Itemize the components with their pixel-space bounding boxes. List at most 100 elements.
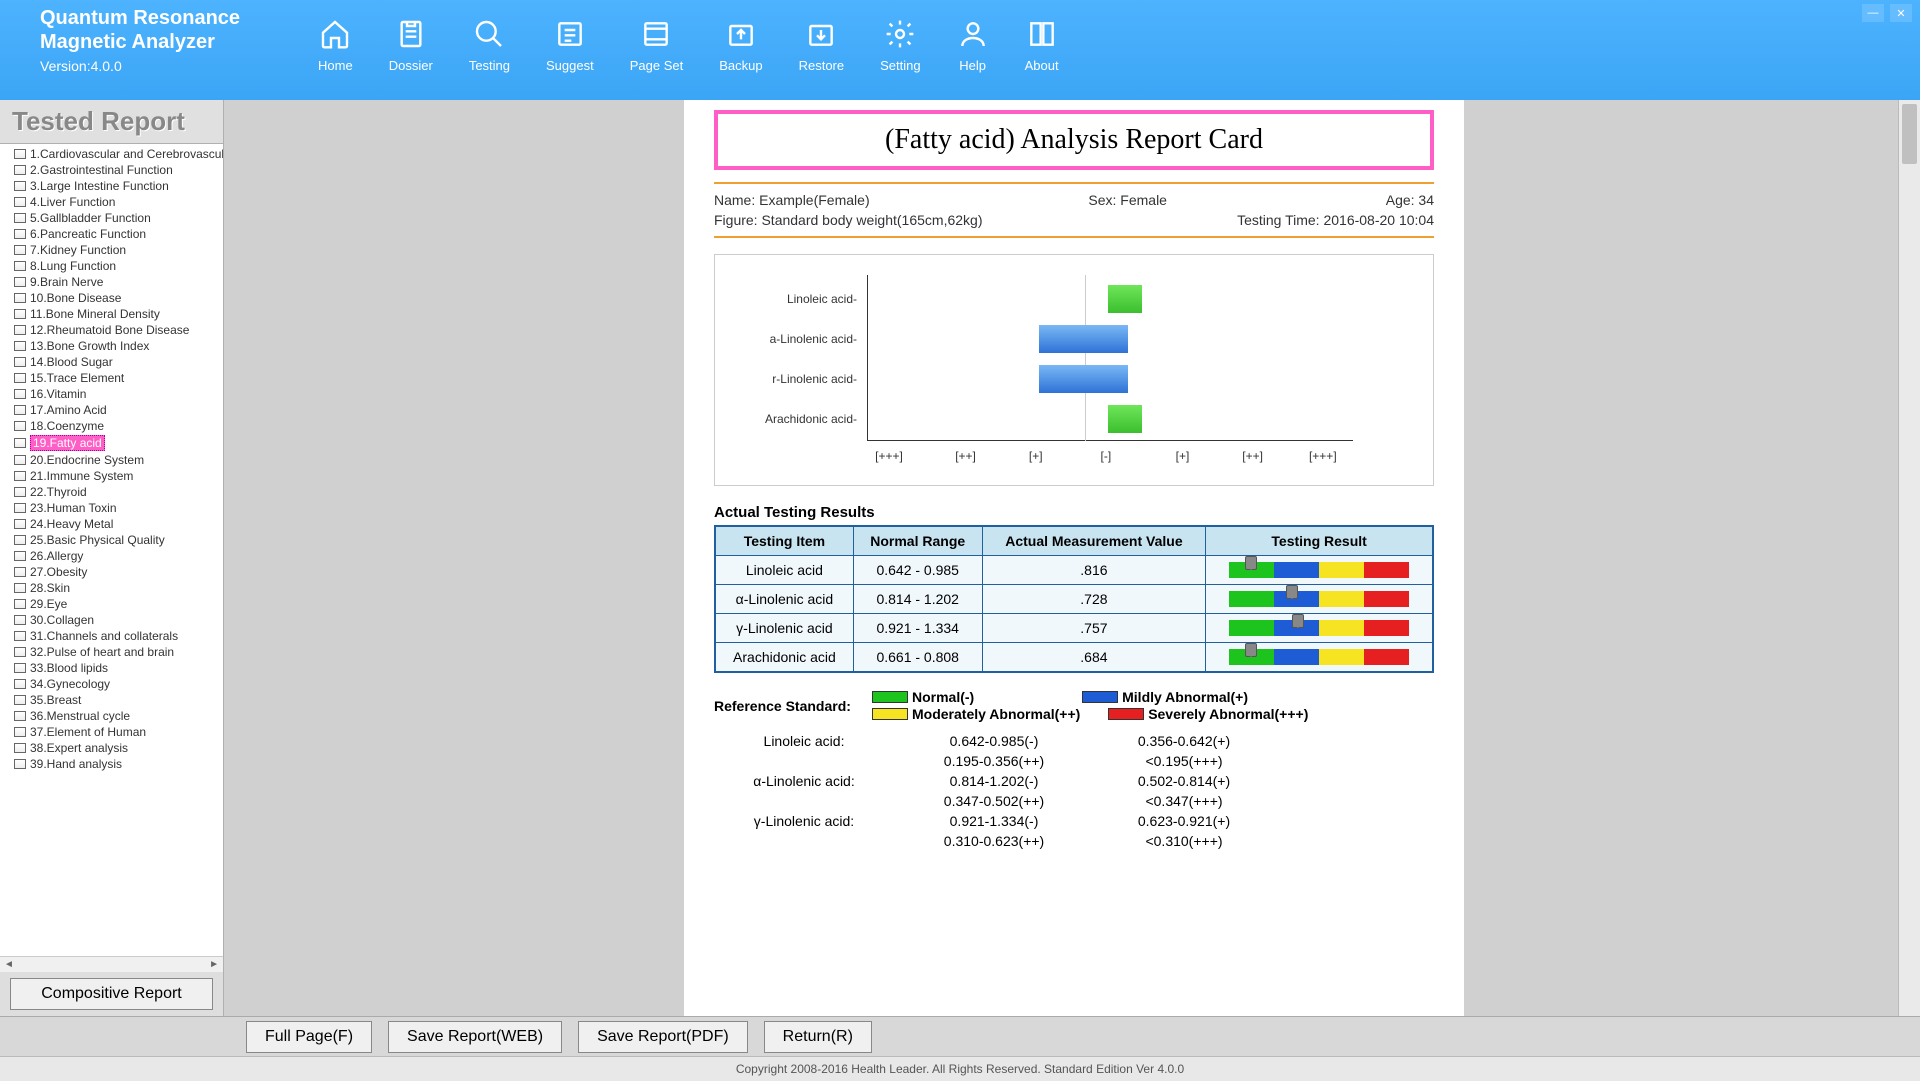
tree-item[interactable]: 35.Breast — [0, 692, 223, 708]
doc-icon — [14, 165, 26, 175]
save-web-button[interactable]: Save Report(WEB) — [388, 1021, 562, 1053]
doc-icon — [14, 309, 26, 319]
tree-item[interactable]: 21.Immune System — [0, 468, 223, 484]
doc-icon — [14, 213, 26, 223]
doc-icon — [14, 197, 26, 207]
pageset-button[interactable]: Page Set — [612, 12, 702, 79]
suggest-button[interactable]: Suggest — [528, 12, 612, 79]
doc-icon — [14, 599, 26, 609]
doc-icon — [14, 519, 26, 529]
about-button[interactable]: About — [1007, 12, 1077, 79]
app-version: Version:4.0.0 — [40, 58, 240, 74]
tree-item[interactable]: 30.Collagen — [0, 612, 223, 628]
save-pdf-button[interactable]: Save Report(PDF) — [578, 1021, 748, 1053]
doc-icon — [14, 711, 26, 721]
minimize-button[interactable]: — — [1862, 4, 1884, 22]
tree-item[interactable]: 7.Kidney Function — [0, 242, 223, 258]
patient-info: Name: Example(Female) Sex: Female Age: 3… — [714, 182, 1434, 238]
doc-icon — [14, 277, 26, 287]
patient-sex: Sex: Female — [1088, 192, 1167, 208]
return-button[interactable]: Return(R) — [764, 1021, 872, 1053]
bar-label: Arachidonic acid- — [755, 412, 863, 426]
tree-item[interactable]: 17.Amino Acid — [0, 402, 223, 418]
tree-item[interactable]: 22.Thyroid — [0, 484, 223, 500]
status-bar: Copyright 2008-2016 Health Leader. All R… — [0, 1056, 1920, 1080]
tree-item[interactable]: 1.Cardiovascular and Cerebrovascular — [0, 146, 223, 162]
tree-item[interactable]: 14.Blood Sugar — [0, 354, 223, 370]
restore-button[interactable]: Restore — [781, 12, 863, 79]
doc-icon — [14, 438, 26, 448]
tree-item[interactable]: 15.Trace Element — [0, 370, 223, 386]
x-label: [++] — [1242, 449, 1263, 463]
tree-item[interactable]: 27.Obesity — [0, 564, 223, 580]
tree-item[interactable]: 10.Bone Disease — [0, 290, 223, 306]
tree-item[interactable]: 18.Coenzyme — [0, 418, 223, 434]
app-title-2: Magnetic Analyzer — [40, 30, 240, 54]
chart-bar — [1108, 405, 1142, 433]
testing-button[interactable]: Testing — [451, 12, 528, 79]
tree-item[interactable]: 19.Fatty acid — [0, 434, 223, 452]
doc-icon — [14, 679, 26, 689]
compositive-report-button[interactable]: Compositive Report — [10, 978, 213, 1010]
tree-item[interactable]: 11.Bone Mineral Density — [0, 306, 223, 322]
x-label: [+++] — [1309, 449, 1337, 463]
tree-item[interactable]: 39.Hand analysis — [0, 756, 223, 772]
doc-icon — [14, 405, 26, 415]
doc-icon — [14, 503, 26, 513]
tree-item[interactable]: 24.Heavy Metal — [0, 516, 223, 532]
tree-item[interactable]: 5.Gallbladder Function — [0, 210, 223, 226]
x-label: [+++] — [875, 449, 903, 463]
close-button[interactable]: ✕ — [1890, 4, 1912, 22]
tree-item[interactable]: 37.Element of Human — [0, 724, 223, 740]
blank-left — [224, 100, 684, 1016]
backup-button[interactable]: Backup — [701, 12, 780, 79]
tree-item[interactable]: 38.Expert analysis — [0, 740, 223, 756]
help-button[interactable]: Help — [939, 12, 1007, 79]
home-button[interactable]: Home — [300, 12, 371, 79]
tree-item[interactable]: 36.Menstrual cycle — [0, 708, 223, 724]
tree-item[interactable]: 25.Basic Physical Quality — [0, 532, 223, 548]
x-label: [+] — [1029, 449, 1043, 463]
tree-item[interactable]: 3.Large Intestine Function — [0, 178, 223, 194]
col-range: Normal Range — [853, 526, 982, 556]
tree-item[interactable]: 29.Eye — [0, 596, 223, 612]
tree-item[interactable]: 33.Blood lipids — [0, 660, 223, 676]
tree-item[interactable]: 8.Lung Function — [0, 258, 223, 274]
tree-item[interactable]: 28.Skin — [0, 580, 223, 596]
result-indicator — [1229, 649, 1409, 665]
tree-item[interactable]: 31.Channels and collaterals — [0, 628, 223, 644]
full-page-button[interactable]: Full Page(F) — [246, 1021, 372, 1053]
report-title-box: (Fatty acid) Analysis Report Card — [714, 110, 1434, 170]
report-page: (Fatty acid) Analysis Report Card Name: … — [684, 100, 1464, 1016]
result-indicator — [1229, 591, 1409, 607]
patient-age: Age: 34 — [1386, 192, 1434, 208]
tree-hscroll[interactable]: ◄► — [0, 956, 223, 972]
blank-right — [1464, 100, 1898, 1016]
doc-icon — [14, 181, 26, 191]
tree-item[interactable]: 4.Liver Function — [0, 194, 223, 210]
tree-item[interactable]: 13.Bone Growth Index — [0, 338, 223, 354]
dossier-icon — [395, 18, 427, 50]
chart-bar — [1039, 365, 1127, 393]
tree-item[interactable]: 26.Allergy — [0, 548, 223, 564]
table-row: γ-Linolenic acid0.921 - 1.334.757 — [715, 614, 1433, 643]
tree-item[interactable]: 6.Pancreatic Function — [0, 226, 223, 242]
tree-item[interactable]: 2.Gastrointestinal Function — [0, 162, 223, 178]
doc-icon — [14, 631, 26, 641]
dossier-button[interactable]: Dossier — [371, 12, 451, 79]
tree-item[interactable]: 23.Human Toxin — [0, 500, 223, 516]
tree-item[interactable]: 12.Rheumatoid Bone Disease — [0, 322, 223, 338]
vertical-scrollbar[interactable] — [1898, 100, 1920, 1016]
report-tree[interactable]: 1.Cardiovascular and Cerebrovascular2.Ga… — [0, 144, 223, 956]
doc-icon — [14, 471, 26, 481]
setting-button[interactable]: Setting — [862, 12, 938, 79]
tree-item[interactable]: 20.Endocrine System — [0, 452, 223, 468]
chart-box: Linoleic acid-a-Linolenic acid-r-Linolen… — [714, 254, 1434, 486]
tree-item[interactable]: 9.Brain Nerve — [0, 274, 223, 290]
patient-figure: Figure: Standard body weight(165cm,62kg) — [714, 212, 982, 228]
doc-icon — [14, 535, 26, 545]
tree-item[interactable]: 32.Pulse of heart and brain — [0, 644, 223, 660]
tree-item[interactable]: 16.Vitamin — [0, 386, 223, 402]
tree-item[interactable]: 34.Gynecology — [0, 676, 223, 692]
doc-icon — [14, 149, 26, 159]
